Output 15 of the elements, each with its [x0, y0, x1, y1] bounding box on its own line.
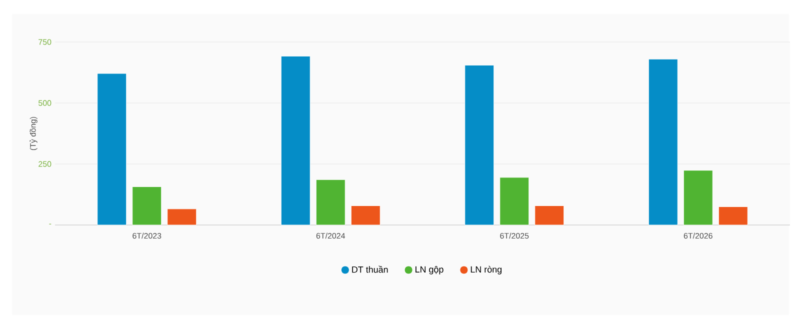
bar: [316, 179, 346, 226]
bar: [167, 208, 197, 226]
legend-label: DT thuần: [352, 266, 388, 273]
bar: [350, 205, 380, 226]
bar: [464, 64, 494, 226]
bar: [500, 177, 530, 226]
bar: [683, 170, 713, 226]
bar: [648, 58, 678, 226]
legend-label: LN gộp: [416, 266, 444, 274]
legend-label: LN ròng: [470, 266, 502, 274]
bar: [718, 206, 748, 226]
bar: [132, 186, 162, 226]
bar: [534, 205, 564, 226]
bar: [97, 73, 127, 226]
bar: [280, 56, 310, 226]
